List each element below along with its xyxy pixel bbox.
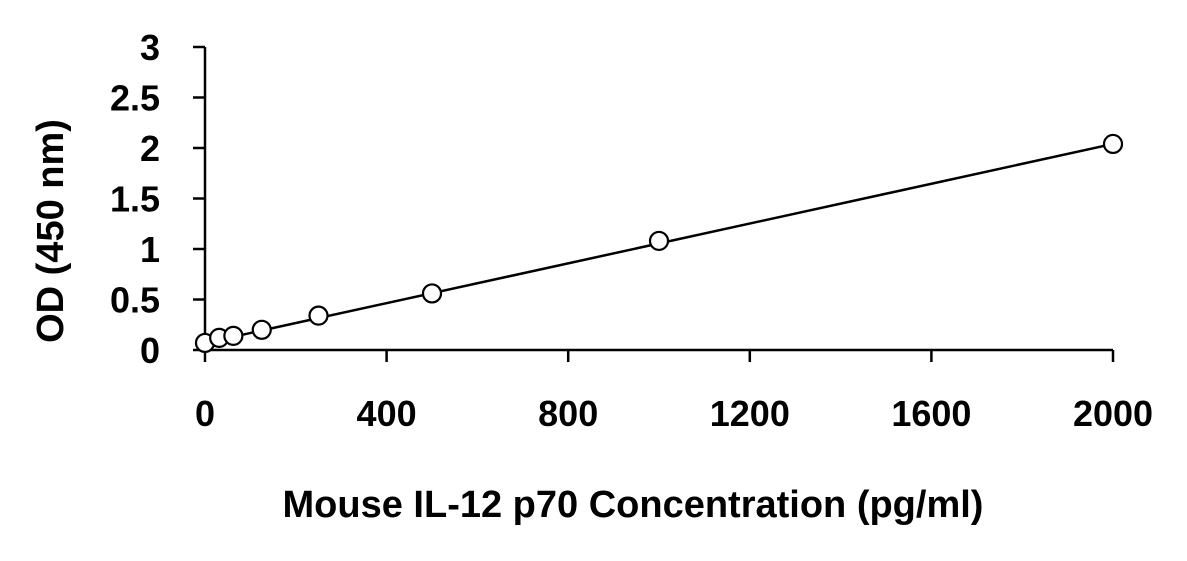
data-point (648, 230, 670, 252)
x-tick-label: 1600 (891, 393, 971, 434)
y-tick-label: 1.5 (110, 179, 160, 220)
x-tick-label: 0 (195, 393, 215, 434)
x-axis-ticks: 0 400 800 1200 1600 2000 (195, 350, 1153, 434)
y-axis-ticks: 0 0.5 1 1.5 2 2.5 3 (110, 27, 205, 371)
y-tick-label: 2.5 (110, 78, 160, 119)
data-point (1102, 133, 1124, 155)
data-points (194, 133, 1124, 354)
x-tick-label: 1200 (710, 393, 790, 434)
y-axis-title: OD (450 nm) (30, 119, 72, 343)
data-point (308, 305, 329, 326)
y-tick-label: 0.5 (110, 280, 160, 321)
x-axis-title: Mouse IL-12 p70 Concentration (pg/ml) (283, 484, 984, 526)
data-point (251, 319, 272, 340)
axes (203, 47, 1113, 352)
x-tick-label: 800 (538, 393, 598, 434)
y-tick-label: 3 (140, 27, 160, 68)
x-tick-label: 400 (357, 393, 417, 434)
x-tick-label: 2000 (1073, 393, 1153, 434)
data-point (223, 325, 244, 346)
data-point (421, 283, 443, 304)
y-tick-label: 0 (140, 330, 160, 371)
y-tick-label: 2 (140, 128, 160, 169)
y-tick-label: 1 (140, 229, 160, 270)
